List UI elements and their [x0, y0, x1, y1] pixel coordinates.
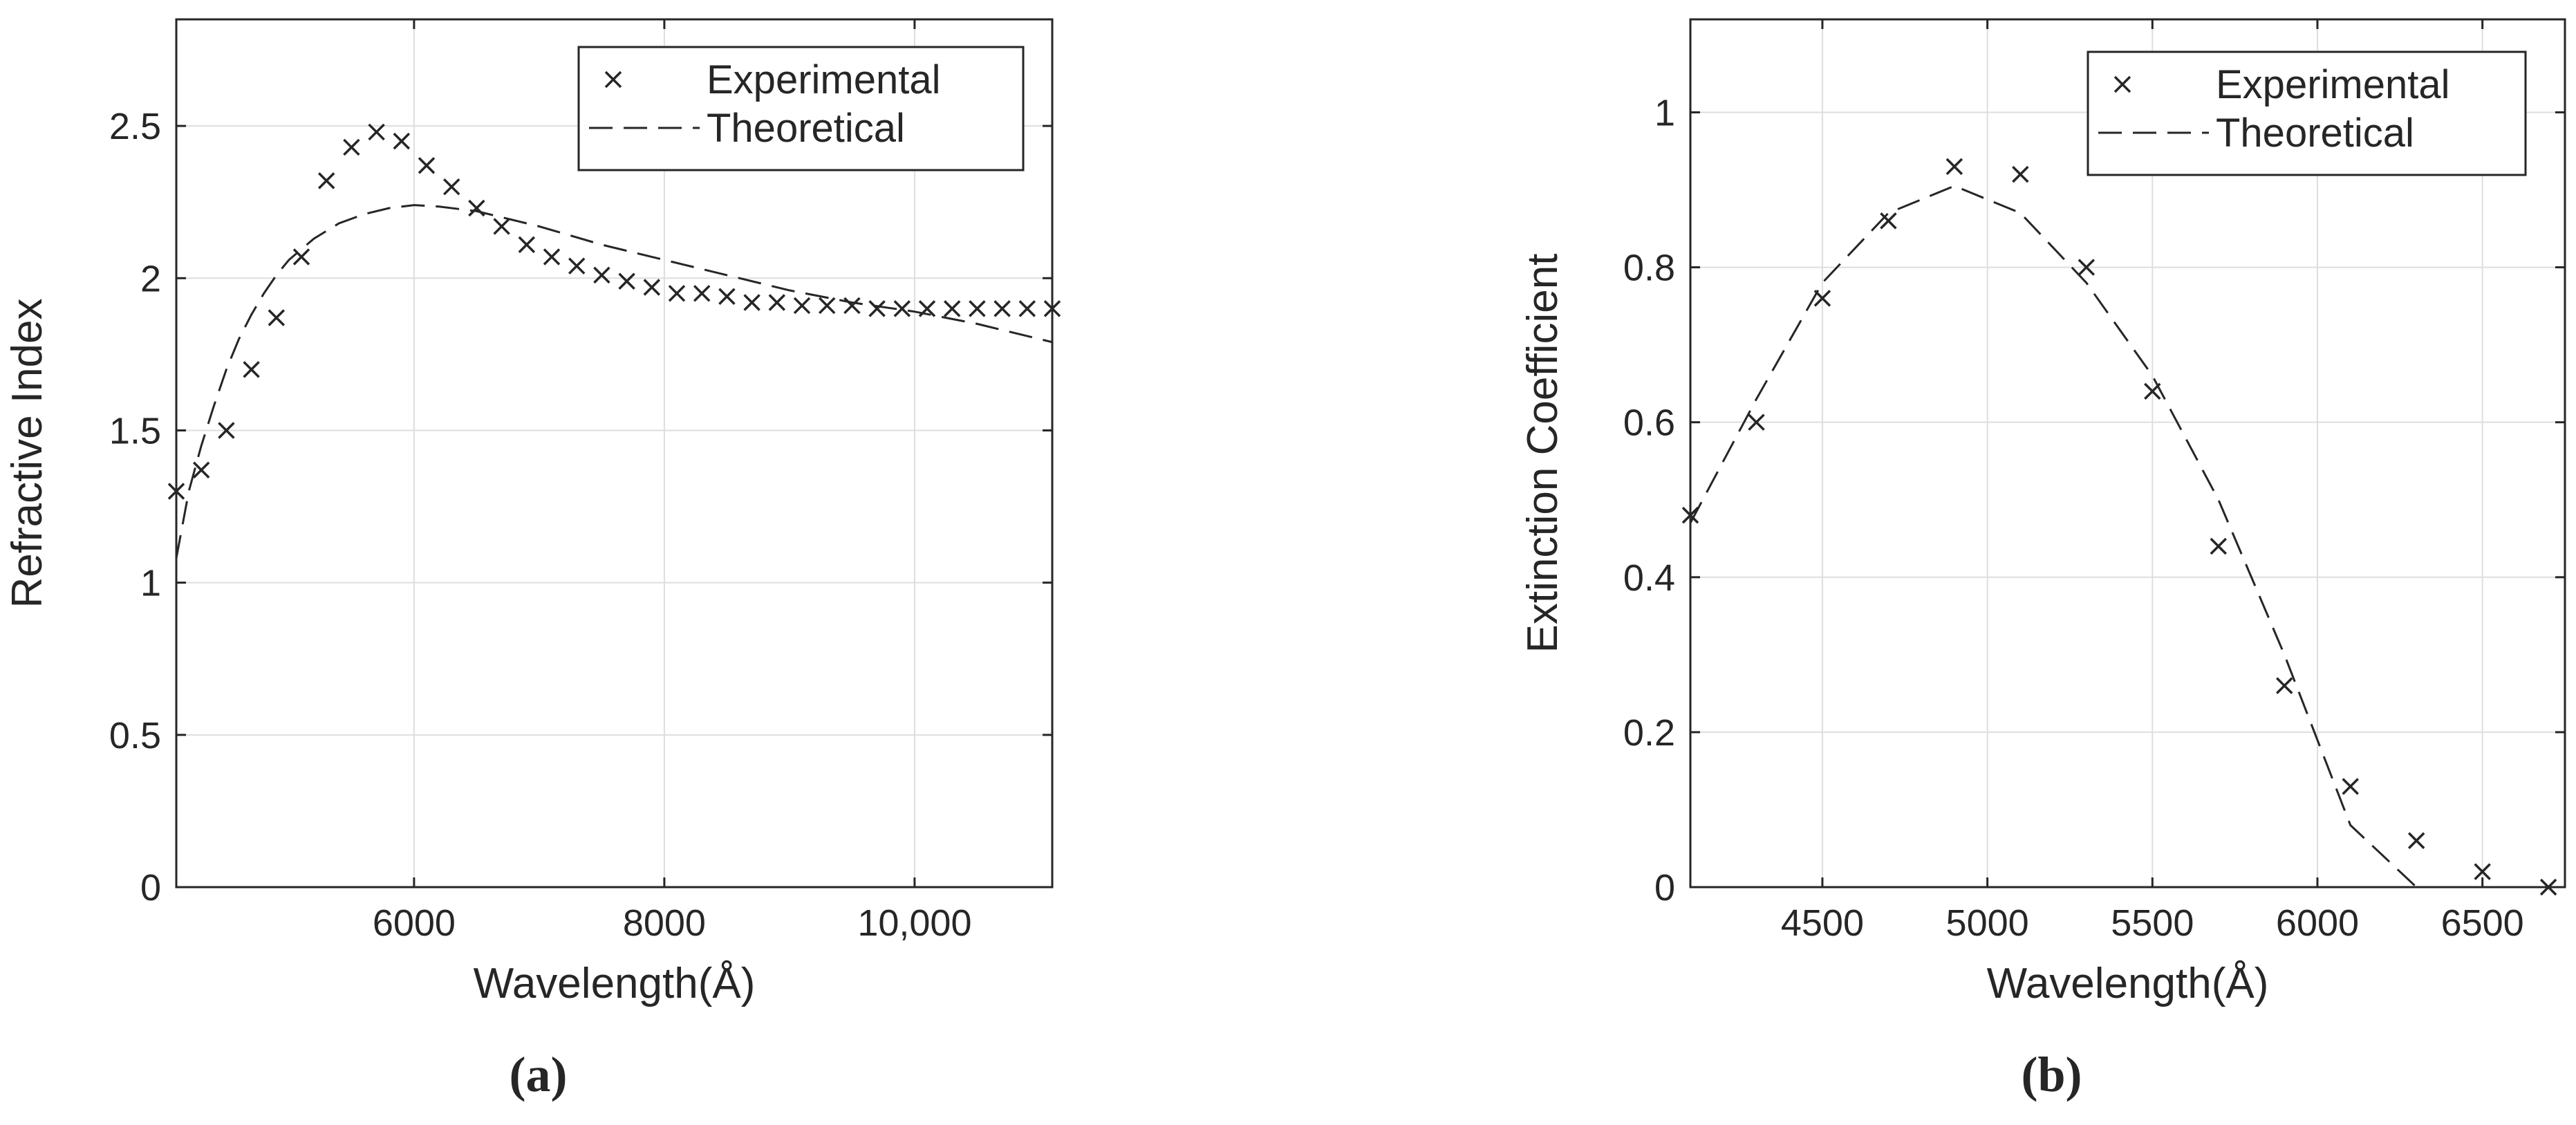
data-point-experimental [793, 297, 811, 315]
chart-panel-a: 6000 8000 10,000 0 0.5 1 1.5 2 2.5 Wavelength(Å) R… [3, 18, 1061, 1102]
data-point-experimental [243, 361, 260, 378]
data-point-experimental [2407, 832, 2425, 850]
x-tick-label: 6000 [2276, 902, 2359, 944]
data-point-experimental [943, 300, 961, 317]
data-point-experimental [2144, 382, 2161, 400]
data-point-experimental [843, 297, 861, 315]
legend-label-experimental: Experimental [707, 57, 940, 102]
data-point-experimental [518, 236, 536, 254]
data-point-experimental [368, 123, 385, 141]
data-point-experimental [743, 294, 760, 311]
data-point-experimental [668, 285, 686, 302]
data-point-experimental [768, 294, 786, 311]
data-point-experimental [393, 132, 411, 150]
y-tick-label: 0 [1654, 867, 1675, 909]
x-tick-label: 6000 [373, 902, 456, 944]
data-point-experimental [493, 218, 510, 235]
data-point-experimental [2012, 165, 2029, 183]
panel-label: (b) [2022, 1047, 2082, 1102]
data-point-experimental [292, 248, 310, 266]
data-point-experimental [218, 422, 235, 439]
x-tick-label: 8000 [623, 902, 706, 944]
data-point-experimental [893, 300, 911, 317]
legend-box [577, 46, 1025, 171]
data-point-experimental [343, 138, 360, 156]
y-tick-label: 0.5 [109, 715, 161, 756]
axes-frame [175, 18, 1054, 889]
y-tick-label: 2.5 [109, 106, 161, 147]
data-point-experimental [1880, 212, 1897, 230]
data-point-experimental [442, 178, 460, 196]
x-tick-label: 6500 [2441, 902, 2524, 944]
y-tick-label: 1 [1654, 92, 1675, 133]
data-point-experimental [2539, 878, 2557, 896]
y-tick-label: 0.8 [1623, 248, 1675, 289]
x-tick-label: 5500 [2111, 902, 2194, 944]
data-point-experimental [1813, 290, 1831, 307]
y-tick-label: 0.2 [1623, 712, 1675, 754]
data-point-experimental [2474, 863, 2491, 880]
data-point-experimental [543, 248, 561, 266]
data-point-experimental [969, 300, 986, 317]
y-tick-label: 2 [140, 258, 161, 299]
data-point-experimental [593, 266, 610, 284]
data-point-experimental [568, 257, 586, 275]
data-point-experimental [2078, 259, 2096, 276]
data-point-experimental [1043, 300, 1061, 317]
data-point-experimental [1681, 506, 1699, 524]
x-tick-label: 4500 [1781, 902, 1864, 944]
chart-panel-b: 4500 5000 5500 6000 6500 0 0.2 0.4 0.6 0.8 1 Wavele… [1519, 18, 2566, 1102]
data-point-experimental [2210, 537, 2228, 555]
x-axis-label: Wavelength(Å) [474, 960, 756, 1007]
data-point-experimental [468, 199, 485, 217]
data-point-experimental [192, 461, 210, 478]
series-theoretical-line [1689, 185, 2549, 889]
data-point-experimental [268, 309, 286, 326]
data-point-experimental [167, 483, 185, 500]
x-tick-label: 5000 [1946, 902, 2029, 944]
data-point-experimental [868, 300, 886, 317]
x-axis-label: Wavelength(Å) [1987, 960, 2269, 1007]
panel-label: (a) [510, 1047, 568, 1102]
data-point-experimental [918, 300, 936, 317]
data-point-experimental [317, 172, 335, 189]
data-point-experimental [643, 279, 661, 296]
data-point-experimental [618, 272, 635, 290]
data-point-experimental [1748, 413, 1765, 431]
legend-marker-experimental [2113, 75, 2131, 93]
series-theoretical-line [175, 204, 1053, 559]
axes-frame [1689, 18, 2566, 889]
y-tick-label: 0.4 [1623, 557, 1675, 599]
data-point-experimental [2276, 677, 2293, 694]
data-point-experimental [1018, 300, 1036, 317]
y-tick-label: 1.5 [109, 410, 161, 452]
y-tick-label: 0 [140, 867, 161, 909]
legend-label-theoretical: Theoretical [2216, 111, 2414, 156]
y-tick-label: 1 [140, 563, 161, 604]
data-point-experimental [2342, 778, 2359, 795]
legend-marker-experimental [604, 71, 622, 89]
data-point-experimental [693, 285, 711, 302]
x-tick-label: 10,000 [857, 902, 971, 944]
data-point-experimental [818, 297, 836, 315]
legend-box [2087, 50, 2527, 176]
data-point-experimental [993, 300, 1011, 317]
legend-label-experimental: Experimental [2216, 62, 2449, 107]
y-axis-label: Extinction Coefficient [1519, 254, 1567, 653]
data-point-experimental [1945, 158, 1963, 176]
data-point-experimental [418, 157, 436, 174]
legend-label-theoretical: Theoretical [707, 106, 905, 151]
data-point-experimental [718, 288, 736, 305]
y-tick-label: 0.6 [1623, 402, 1675, 444]
y-axis-label: Refractive Index [3, 299, 51, 608]
